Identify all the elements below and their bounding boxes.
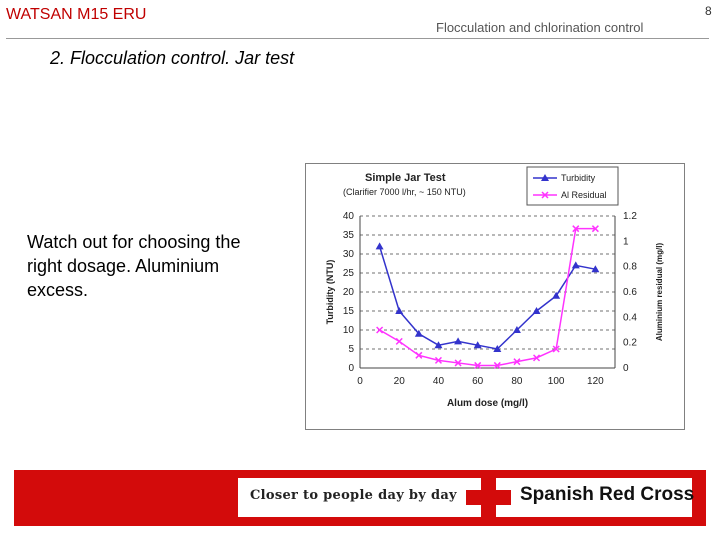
slide-note: Watch out for choosing the right dosage.… [27, 232, 241, 300]
legend-label-0: Turbidity [561, 173, 596, 183]
footer-white-band [238, 478, 692, 517]
slide-title: 2. Flocculation control. Jar test [50, 48, 295, 68]
header-left-title: WATSAN M15 ERU [6, 6, 147, 23]
data-point-turbidity [473, 341, 482, 349]
data-point-al-residual [395, 337, 403, 345]
legend-marker-0 [541, 174, 549, 181]
page-number: 8 [705, 4, 712, 18]
jar-test-chart: Simple Jar Test (Clarifier 7000 l/hr, ~ 1… [305, 163, 685, 430]
data-point-turbidity [532, 307, 541, 314]
data-point-turbidity [512, 326, 521, 333]
data-point-turbidity [454, 337, 463, 345]
y2-tick-label: 1 [623, 236, 629, 247]
legend-label-1: Al Residual [561, 190, 607, 200]
data-point-al-residual [454, 359, 462, 367]
legend-marker-1 [541, 191, 549, 199]
y-tick-label: 25 [343, 268, 355, 279]
y2-tick-label: 0.6 [623, 287, 637, 298]
chart-title: Simple Jar Test [365, 172, 446, 184]
data-point-turbidity [375, 242, 384, 250]
y-tick-label: 5 [348, 344, 354, 355]
data-point-al-residual [513, 358, 521, 366]
y2-tick-label: 0 [623, 363, 629, 374]
data-point-al-residual [533, 354, 541, 362]
y-tick-label: 20 [343, 287, 355, 298]
y-tick-label: 0 [348, 363, 354, 374]
series-line-0 [378, 246, 596, 350]
y-tick-label: 30 [343, 249, 355, 260]
x-tick-label: 120 [587, 376, 604, 387]
data-point-al-residual [572, 225, 580, 233]
data-point-turbidity [395, 307, 404, 314]
chart-legend [526, 166, 619, 206]
data-point-al-residual [591, 225, 599, 233]
y2-tick-label: 0.2 [623, 338, 637, 349]
data-point-turbidity [414, 329, 423, 337]
red-cross-horizontal [466, 490, 511, 505]
chart-subtitle: (Clarifier 7000 l/hr, ~ 150 NTU) [343, 187, 466, 197]
data-point-al-residual [376, 326, 384, 334]
footer-banner [14, 470, 706, 526]
data-point-al-residual [493, 361, 501, 369]
data-point-turbidity [591, 265, 600, 273]
data-point-turbidity [493, 345, 502, 352]
data-point-turbidity [552, 291, 561, 299]
y-tick-label: 40 [343, 211, 355, 222]
x-tick-label: 20 [394, 376, 406, 387]
chart-container: Simple Jar Test (Clarifier 7000 l/hr, ~ 1… [305, 163, 685, 430]
data-point-al-residual [434, 356, 442, 364]
y2-tick-label: 1.2 [623, 211, 637, 222]
y2-tick-label: 0.8 [623, 262, 637, 273]
data-point-turbidity [571, 261, 580, 269]
y2-axis-title: Aluminium residual (mg/l) [655, 243, 664, 342]
footer-slogan: Closer to people day by day [250, 488, 457, 503]
x-tick-label: 80 [511, 376, 523, 387]
y-tick-label: 10 [343, 325, 355, 336]
data-point-turbidity [434, 341, 443, 349]
x-tick-label: 0 [357, 376, 363, 387]
chart-border [305, 163, 685, 430]
data-point-al-residual [474, 361, 482, 369]
x-tick-label: 40 [433, 376, 445, 387]
y-tick-label: 15 [343, 306, 355, 317]
y-axis-title: Turbidity (NTU) [325, 260, 335, 325]
y2-tick-label: 0.4 [623, 312, 637, 323]
x-axis-title: Alum dose (mg/l) [447, 398, 528, 409]
header-divider [6, 38, 709, 39]
x-tick-label: 60 [472, 376, 484, 387]
brand-name: Spanish Red Cross [520, 484, 695, 505]
x-tick-label: 100 [548, 376, 565, 387]
data-point-al-residual [552, 345, 560, 353]
data-point-al-residual [415, 351, 423, 359]
header-section-title: Flocculation and chlorination control [436, 20, 644, 35]
y-tick-label: 35 [343, 230, 355, 241]
